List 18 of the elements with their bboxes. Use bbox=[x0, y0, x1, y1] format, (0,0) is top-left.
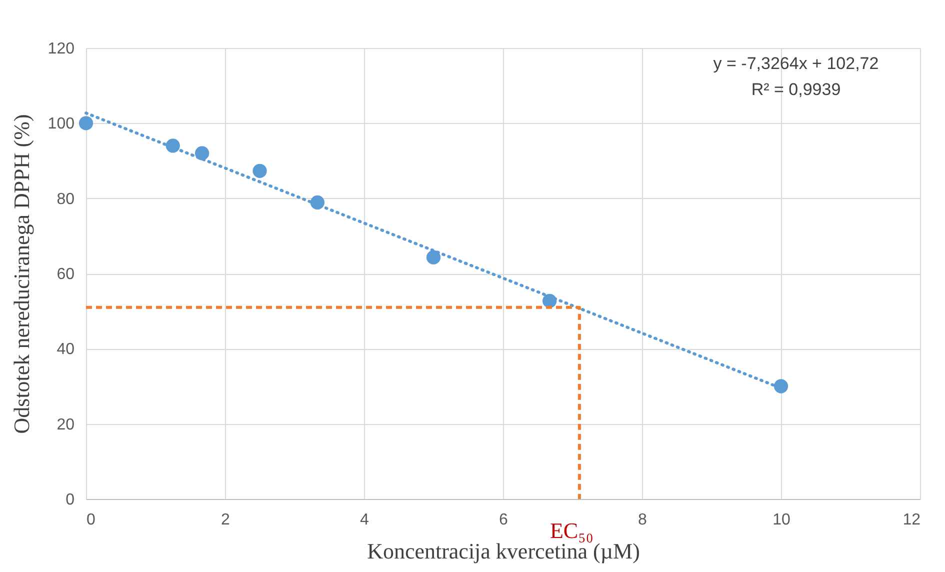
x-tick-label: 10 bbox=[772, 512, 790, 528]
annotation: EC₅₀ bbox=[550, 518, 594, 543]
y-tick-label: 40 bbox=[56, 341, 75, 358]
y-tick-label: 80 bbox=[56, 190, 75, 208]
x-tick-label: 12 bbox=[902, 512, 921, 528]
x-tick-label: 0 bbox=[86, 512, 96, 528]
x-tick-label: 6 bbox=[499, 512, 508, 528]
y-tick-label: 60 bbox=[56, 266, 75, 283]
annotation: y = -7,3264x + 102,72 bbox=[713, 54, 879, 73]
y-tick-label: 100 bbox=[48, 116, 75, 133]
x-tick-label: 4 bbox=[360, 512, 370, 528]
x-tick-label: 2 bbox=[221, 512, 230, 528]
x-tick-label: 8 bbox=[638, 512, 648, 528]
y-tick-label: 0 bbox=[66, 492, 75, 508]
y-axis-title: Odstotek nereduciranega DPPH (%) bbox=[8, 114, 34, 434]
y-tick-label: 20 bbox=[56, 416, 75, 434]
y-tick-label: 120 bbox=[48, 40, 75, 58]
annotation: R² = 0,9939 bbox=[751, 80, 841, 99]
